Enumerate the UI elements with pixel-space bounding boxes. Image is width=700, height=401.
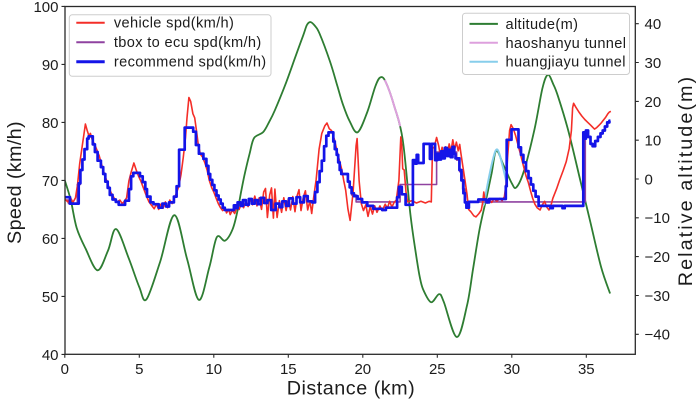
svg-text:60: 60 (42, 231, 59, 248)
svg-text:vehicle spd(km/h): vehicle spd(km/h) (114, 16, 234, 32)
svg-text:25: 25 (429, 361, 446, 378)
svg-text:20: 20 (354, 361, 371, 378)
svg-text:10: 10 (205, 361, 222, 378)
svg-text:Relative altitude(m): Relative altitude(m) (675, 75, 697, 286)
svg-text:recommend spd(km/h): recommend spd(km/h) (114, 55, 267, 71)
svg-text:−40: −40 (645, 327, 670, 344)
svg-text:−30: −30 (645, 288, 670, 305)
svg-text:altitude(m): altitude(m) (506, 17, 579, 33)
svg-text:30: 30 (503, 361, 520, 378)
svg-text:50: 50 (42, 289, 59, 306)
svg-text:−20: −20 (645, 249, 670, 266)
svg-text:90: 90 (42, 57, 59, 74)
svg-text:10: 10 (645, 133, 662, 150)
svg-text:tbox to ecu spd(km/h): tbox to ecu spd(km/h) (114, 35, 262, 51)
svg-text:huangjiayu tunnel: huangjiayu tunnel (506, 55, 626, 71)
svg-text:70: 70 (42, 173, 59, 190)
svg-text:30: 30 (645, 55, 662, 72)
svg-text:15: 15 (280, 361, 297, 378)
svg-text:Distance (km): Distance (km) (287, 378, 416, 400)
svg-text:−10: −10 (645, 210, 670, 227)
svg-text:20: 20 (645, 94, 662, 111)
svg-text:80: 80 (42, 115, 59, 132)
svg-text:40: 40 (645, 16, 662, 33)
svg-text:5: 5 (135, 361, 143, 378)
svg-text:0: 0 (61, 361, 69, 378)
svg-text:Speed (km/h): Speed (km/h) (4, 121, 26, 244)
svg-text:0: 0 (645, 171, 653, 188)
svg-text:40: 40 (42, 347, 59, 364)
svg-text:35: 35 (578, 361, 595, 378)
svg-text:haoshanyu tunnel: haoshanyu tunnel (506, 36, 627, 52)
svg-text:100: 100 (33, 0, 58, 16)
